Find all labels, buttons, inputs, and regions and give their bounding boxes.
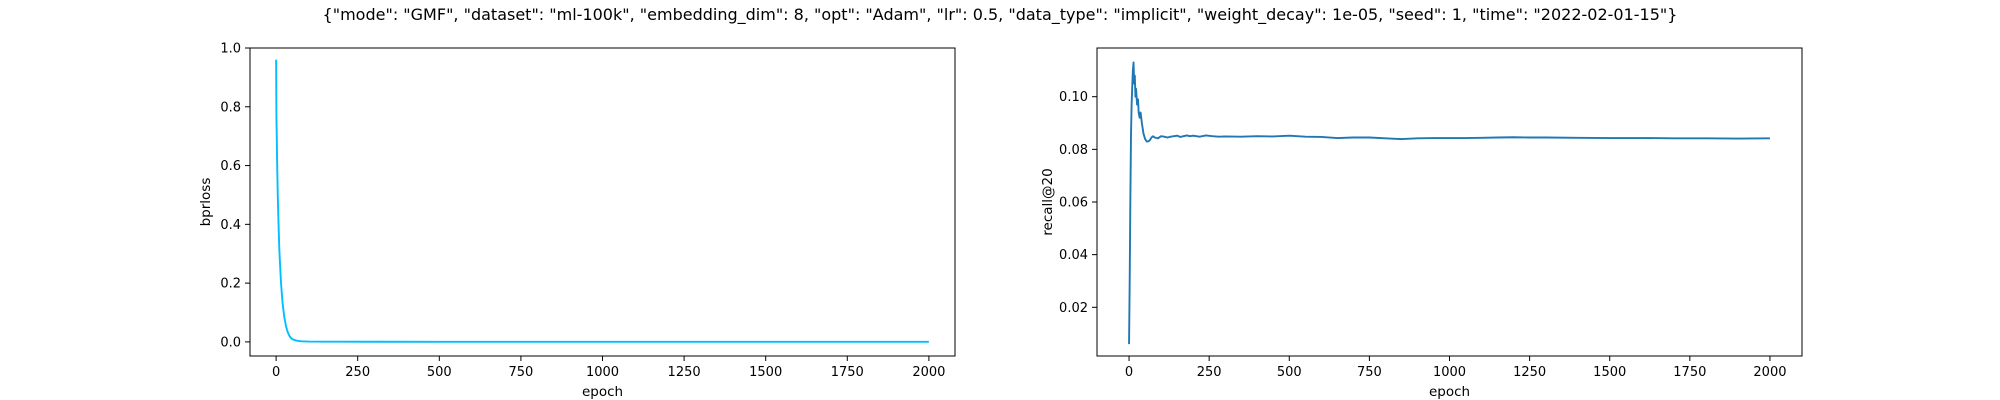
y-tick-label: 1.0 (220, 42, 241, 57)
x-tick-label: 500 (427, 365, 452, 380)
chart-recall: 0 250 500 750 1000 1250 1500 1750 2000 0.02 0.04 0.… (1040, 47, 1803, 400)
x-tick-label: 1500 (749, 365, 782, 380)
y-tick-label: 0.4 (220, 218, 241, 233)
figure-title: {"mode": "GMF", "dataset": "ml-100k", "e… (323, 5, 1678, 25)
y-tick-label: 0.06 (1059, 196, 1088, 211)
x-axis-label: epoch (1429, 384, 1470, 400)
x-tick-label: 250 (345, 365, 370, 380)
x-tick-label: 0 (1125, 365, 1133, 380)
x-tick-label: 2000 (1753, 365, 1786, 380)
y-tick-label: 0.6 (220, 159, 241, 174)
x-tick-label: 500 (1277, 365, 1302, 380)
y-tick-label: 0.02 (1059, 301, 1088, 316)
x-tick-label: 1500 (1593, 365, 1626, 380)
y-axis-label: bprloss (198, 178, 214, 227)
series-line (275, 59, 929, 343)
x-tick-label: 2000 (912, 365, 945, 380)
x-tick-label: 750 (508, 365, 533, 380)
x-tick-label: 250 (1197, 365, 1222, 380)
y-tick-label: 0.0 (220, 335, 241, 350)
x-tick-label: 1250 (668, 365, 701, 380)
y-tick-label: 0.10 (1059, 90, 1088, 105)
x-tick-label: 1250 (1513, 365, 1546, 380)
x-axis-label: epoch (582, 384, 623, 400)
y-tick-label: 0.8 (220, 100, 241, 115)
plot-frame (1096, 47, 1803, 357)
series-line (1128, 61, 1770, 345)
x-tick-label: 1750 (831, 365, 864, 380)
x-tick-label: 1000 (586, 365, 619, 380)
plot-frame (249, 47, 956, 357)
x-tick-label: 0 (272, 365, 280, 380)
y-tick-label: 0.2 (220, 277, 241, 292)
y-axis-label: recall@20 (1040, 168, 1056, 235)
x-tick-label: 1750 (1673, 365, 1706, 380)
y-tick-label: 0.04 (1059, 248, 1088, 263)
y-tick-label: 0.08 (1059, 143, 1088, 158)
x-tick-label: 750 (1357, 365, 1382, 380)
chart-bprloss: 0 250 500 750 1000 1250 1500 1750 2000 0.0 0.2 0.4 0… (198, 42, 956, 400)
x-tick-label: 1000 (1433, 365, 1466, 380)
